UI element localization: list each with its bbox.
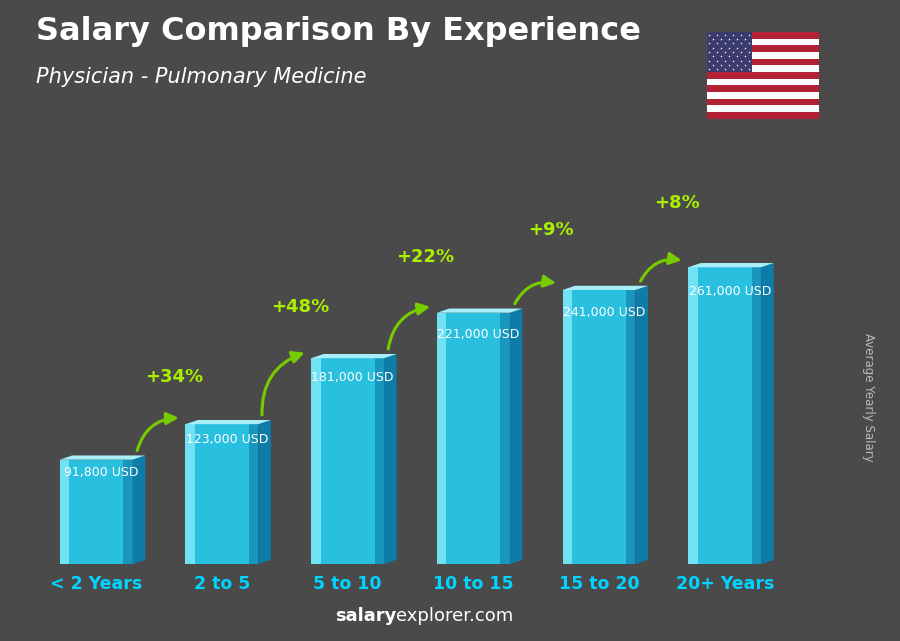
Text: +9%: +9% bbox=[528, 221, 574, 239]
Bar bbox=[688, 267, 761, 564]
Text: +22%: +22% bbox=[397, 248, 454, 266]
Bar bbox=[706, 85, 819, 92]
Bar bbox=[706, 92, 819, 99]
Text: 123,000 USD: 123,000 USD bbox=[185, 433, 268, 445]
Bar bbox=[752, 267, 761, 564]
Bar bbox=[706, 46, 819, 52]
Text: 261,000 USD: 261,000 USD bbox=[688, 285, 771, 298]
Text: 181,000 USD: 181,000 USD bbox=[311, 370, 394, 383]
Bar bbox=[185, 424, 195, 564]
Polygon shape bbox=[436, 308, 522, 313]
Bar bbox=[311, 358, 320, 564]
Polygon shape bbox=[132, 456, 145, 564]
Bar bbox=[706, 105, 819, 112]
Bar bbox=[59, 460, 69, 564]
Polygon shape bbox=[635, 286, 648, 564]
Text: 221,000 USD: 221,000 USD bbox=[437, 328, 519, 341]
Bar bbox=[706, 99, 819, 105]
Text: 241,000 USD: 241,000 USD bbox=[562, 306, 645, 319]
Bar bbox=[59, 460, 132, 564]
Polygon shape bbox=[688, 263, 774, 267]
Bar bbox=[248, 424, 258, 564]
Text: +34%: +34% bbox=[145, 368, 203, 386]
Bar bbox=[185, 424, 258, 564]
Bar bbox=[500, 313, 509, 564]
Bar bbox=[123, 460, 132, 564]
Text: explorer.com: explorer.com bbox=[396, 607, 513, 625]
Bar bbox=[374, 358, 384, 564]
Text: Physician - Pulmonary Medicine: Physician - Pulmonary Medicine bbox=[36, 67, 366, 87]
Polygon shape bbox=[258, 420, 271, 564]
Bar bbox=[688, 267, 698, 564]
Text: +8%: +8% bbox=[654, 194, 700, 212]
Text: 91,800 USD: 91,800 USD bbox=[64, 466, 139, 479]
Polygon shape bbox=[311, 354, 397, 358]
Polygon shape bbox=[185, 420, 271, 424]
Bar bbox=[436, 313, 509, 564]
Polygon shape bbox=[509, 308, 522, 564]
Polygon shape bbox=[384, 354, 397, 564]
Bar bbox=[706, 52, 819, 59]
Text: Average Yearly Salary: Average Yearly Salary bbox=[862, 333, 875, 462]
Bar bbox=[706, 65, 819, 72]
Bar bbox=[706, 38, 819, 46]
Polygon shape bbox=[761, 263, 774, 564]
Bar bbox=[626, 290, 635, 564]
Text: salary: salary bbox=[335, 607, 396, 625]
Text: +48%: +48% bbox=[271, 298, 328, 316]
Bar bbox=[706, 59, 819, 65]
Bar bbox=[562, 290, 635, 564]
Bar bbox=[311, 358, 384, 564]
Bar bbox=[706, 32, 752, 72]
Polygon shape bbox=[562, 286, 648, 290]
Bar bbox=[706, 79, 819, 85]
Bar bbox=[562, 290, 572, 564]
Bar bbox=[436, 313, 446, 564]
Bar bbox=[706, 112, 819, 119]
Polygon shape bbox=[59, 456, 145, 460]
Text: Salary Comparison By Experience: Salary Comparison By Experience bbox=[36, 16, 641, 47]
Bar bbox=[706, 72, 819, 79]
Bar bbox=[706, 32, 819, 38]
